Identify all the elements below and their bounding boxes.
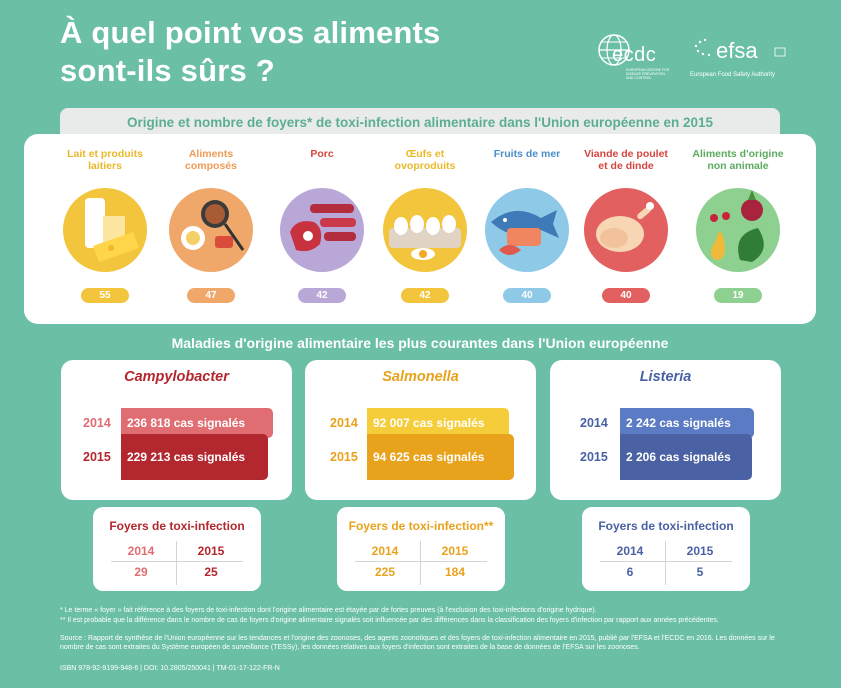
diseases-section-title: Maladies d'origine alimentaire les plus …: [171, 335, 669, 351]
food-label: Lait et produits laitiers: [67, 148, 143, 172]
disease-card-campylobacter: Campylobacter 2014 236 818 cas signalés …: [61, 360, 292, 500]
ecdc-subtitle: EUROPEAN CENTRE FOR DISEASE PREVENTION A…: [626, 68, 669, 80]
year-label: 2015: [580, 450, 608, 464]
outbreak-value: 29: [134, 565, 148, 579]
outbreaks-card-listeria: Foyers de toxi-infection 2014 2015 6 5: [582, 507, 750, 591]
food-item-non-animal: Aliments d'origine non animale 19: [690, 148, 786, 303]
outbreak-year: 2015: [686, 544, 714, 558]
food-count: 40: [503, 288, 551, 303]
cases-bar-2015: 94 625 cas signalés: [367, 434, 514, 480]
source-note: Source : Rapport de synthèse de l'Union …: [60, 635, 775, 651]
composite-food-icon: [169, 188, 253, 272]
outbreak-year: 2014: [127, 544, 155, 558]
food-item-composite: Aliments composés 47: [163, 148, 259, 303]
food-count: 42: [401, 288, 449, 303]
ecdc-subtitle-line-1: EUROPEAN CENTRE FOR: [626, 68, 670, 72]
food-label: Viande de poulet et de dinde: [584, 148, 668, 172]
food-label: Œufs et ovoproduits: [394, 148, 456, 172]
outbreaks-title: Foyers de toxi-infection**: [348, 519, 494, 533]
food-count: 55: [81, 288, 129, 303]
outbreak-year: 2015: [197, 544, 225, 558]
vegetables-icon: [696, 188, 780, 272]
eggs-icon: [383, 188, 467, 272]
year-label: 2015: [330, 450, 358, 464]
food-item-seafood: Fruits de mer 40: [479, 148, 575, 303]
efsa-subtitle: European Food Safety Authority: [690, 72, 776, 78]
year-label: 2014: [330, 416, 358, 430]
ecdc-subtitle-line-3: AND CONTROL: [626, 76, 652, 80]
outbreaks-card-campylobacter: Foyers de toxi-infection 2014 2015 29 25: [93, 507, 261, 591]
food-label: Aliments composés: [185, 148, 237, 172]
outbreak-year: 2014: [616, 544, 644, 558]
title-line-1: À quel point vos aliments: [60, 15, 441, 50]
outbreak-value: 25: [204, 565, 218, 579]
poultry-icon: [584, 188, 668, 272]
ecdc-wordmark: ecdc: [612, 44, 657, 66]
year-label: 2014: [580, 416, 608, 430]
divider: [355, 561, 487, 562]
cases-bar-2014: 236 818 cas signalés: [121, 408, 273, 438]
divider: [111, 561, 243, 562]
outbreak-value: 5: [696, 565, 704, 579]
outbreak-year: 2014: [371, 544, 399, 558]
foods-title-band: [60, 108, 780, 136]
ecdc-logo: ecdc EUROPEAN CENTRE FOR DISEASE PREVENT…: [592, 30, 672, 88]
outbreak-year: 2015: [441, 544, 469, 558]
pork-icon: [280, 188, 364, 272]
food-item-poultry: Viande de poulet et de dinde 40: [578, 148, 674, 303]
food-item-pork: Porc 42: [274, 148, 370, 303]
food-count: 42: [298, 288, 346, 303]
year-label: 2014: [83, 416, 111, 430]
dairy-icon: [63, 188, 147, 272]
food-item-dairy: Lait et produits laitiers 55: [57, 148, 153, 303]
outbreaks-title: Foyers de toxi-infection: [598, 519, 734, 533]
efsa-wordmark: efsa: [716, 38, 758, 63]
isbn-line: ISBN 978-92-9199-948-6 | DOI: 10.2805/25…: [60, 665, 280, 672]
disease-name: Listeria: [639, 369, 692, 385]
footnote-1: * Le terme « foyer » fait référence à de…: [60, 607, 597, 614]
divider: [665, 541, 666, 585]
title-line-2: sont-ils sûrs ?: [60, 53, 275, 88]
disease-name: Salmonella: [382, 369, 459, 385]
seafood-icon: [485, 188, 569, 272]
cases-bar-2015: 229 213 cas signalés: [121, 434, 268, 480]
year-label: 2015: [83, 450, 111, 464]
outbreak-value: 6: [626, 565, 634, 579]
disease-name: Campylobacter: [124, 369, 229, 385]
food-item-eggs: Œufs et ovoproduits 42: [377, 148, 473, 303]
outbreak-value: 225: [374, 565, 396, 579]
divider: [420, 541, 421, 585]
cases-bar-2014: 92 007 cas signalés: [367, 408, 509, 438]
cases-bar-2014: 2 242 cas signalés: [620, 408, 754, 438]
food-count: 47: [187, 288, 235, 303]
food-label: Porc: [310, 148, 334, 160]
page-title: À quel point vos aliments sont-ils sûrs …: [60, 14, 490, 90]
ecdc-subtitle-line-2: DISEASE PREVENTION: [626, 72, 665, 76]
outbreaks-card-salmonella: Foyers de toxi-infection** 2014 2015 225…: [337, 507, 505, 591]
efsa-logo: efsa European Food Safety Authority: [690, 34, 800, 88]
cases-bar-2015: 2 206 cas signalés: [620, 434, 752, 480]
divider: [176, 541, 177, 585]
disease-card-listeria: Listeria 2014 2 242 cas signalés 2015 2 …: [550, 360, 781, 500]
food-label: Aliments d'origine non animale: [692, 148, 784, 172]
footnote-2: ** Il est probable que la différence dan…: [60, 617, 719, 624]
outbreak-value: 184: [444, 565, 466, 579]
disease-card-salmonella: Salmonella 2014 92 007 cas signalés 2015…: [305, 360, 536, 500]
food-count: 19: [714, 288, 762, 303]
divider: [600, 561, 732, 562]
food-count: 40: [602, 288, 650, 303]
outbreaks-title: Foyers de toxi-infection: [109, 519, 245, 533]
foods-section-title: Origine et nombre de foyers* de toxi-inf…: [126, 115, 714, 130]
food-label: Fruits de mer: [493, 148, 561, 160]
